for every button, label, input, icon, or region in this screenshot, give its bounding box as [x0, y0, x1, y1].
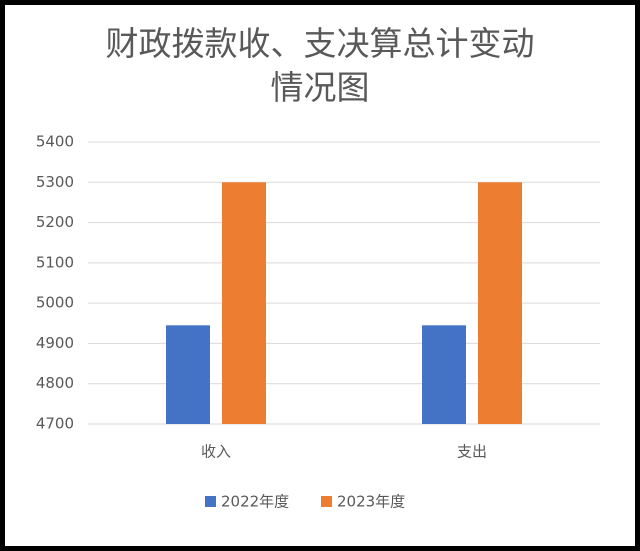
- bar: [166, 325, 210, 424]
- bar: [222, 182, 266, 424]
- legend-label: 2022年度: [221, 493, 289, 511]
- y-tick-label: 4900: [36, 334, 74, 352]
- y-tick-label: 5000: [36, 294, 74, 312]
- y-tick-label: 4700: [36, 415, 74, 433]
- y-tick-label: 5100: [36, 253, 74, 271]
- chart-area: [5, 5, 635, 546]
- x-tick-label: 支出: [457, 443, 487, 461]
- y-tick-label: 5400: [36, 133, 74, 151]
- legend-swatch: [205, 496, 216, 507]
- y-tick-label: 4800: [36, 374, 74, 392]
- legend-label: 2023年度: [337, 493, 405, 511]
- bar: [478, 182, 522, 424]
- x-tick-label: 收入: [201, 443, 231, 461]
- y-tick-label: 5200: [36, 213, 74, 231]
- legend-swatch: [321, 496, 332, 507]
- bar: [422, 325, 466, 424]
- chart-title: 财政拨款收、支决算总计变动情况图: [105, 24, 535, 107]
- y-tick-label: 5300: [36, 173, 74, 191]
